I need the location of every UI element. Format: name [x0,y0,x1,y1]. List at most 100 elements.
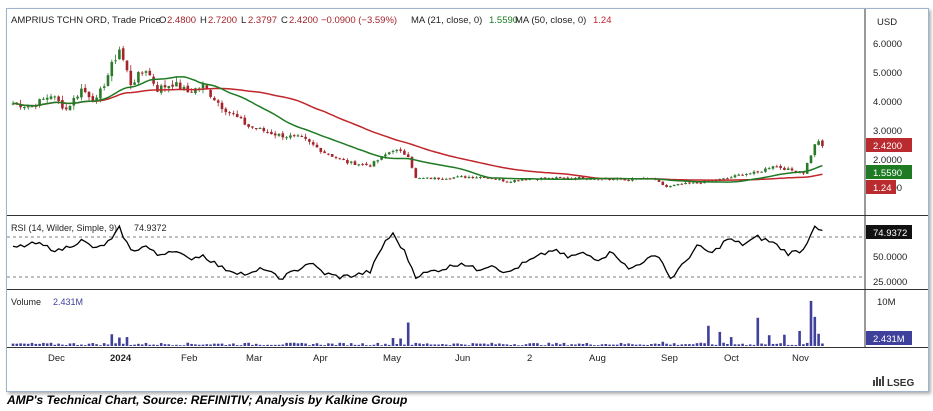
candle-body [809,155,813,163]
candle-body [224,108,228,113]
ma21-value: 1.5590 [489,15,518,26]
candle-body [23,106,26,109]
candle-body [106,75,110,87]
volume-badge-bg [866,331,912,345]
candle-body [68,105,72,111]
candle-body [346,159,349,164]
candle-body [410,157,414,168]
candle-body [387,152,391,155]
candle-body [722,178,725,180]
candle-body [30,106,34,108]
candle-body [87,91,91,98]
candle-body [581,176,585,179]
volume-bar [327,343,330,346]
volume-bar [509,344,513,346]
volume-bar [429,344,433,346]
volume-bar [148,344,152,346]
candle-body [243,117,247,125]
volume-bar [64,345,68,346]
candle-body [190,91,193,93]
candle-body [262,128,266,132]
candle-body [775,166,779,168]
volume-bar [315,343,319,346]
candle-body [805,162,809,174]
candle-body [277,133,281,136]
volume-bar [790,344,794,346]
x-tick: Mar [246,353,262,364]
volume-bar [380,345,383,346]
volume-bar [194,344,197,346]
candle-body [232,113,235,115]
candle-body [152,76,155,84]
candle-body [745,174,748,176]
volume-bar [479,343,482,346]
candle-body [118,49,121,60]
candle-body [270,131,273,135]
volume-bar [612,344,615,346]
volume-bar [513,344,516,346]
volume-bar [159,343,163,346]
candle-body [448,178,452,180]
ma50-badge: 1.24 [873,183,892,194]
volume-bar [23,343,26,346]
volume-tick: 10M [877,297,896,308]
volume-bar [57,343,60,346]
candle-body [42,98,45,100]
volume-bar [741,343,744,346]
volume-bar [254,343,258,346]
volume-bar [710,344,714,346]
candle-body [72,97,76,106]
x-tick: May [383,353,401,364]
volume-bar [467,345,471,346]
candle-body [547,177,551,179]
candle-body [201,84,205,89]
candle-body [631,178,634,181]
volume-bar [433,344,437,346]
volume-bar [456,343,459,346]
candle-body [509,181,513,183]
volume-bar [737,344,741,346]
volume-bar [125,337,129,346]
volume-bar [239,345,243,346]
x-tick: Oct [724,353,739,364]
volume-bar [19,343,22,346]
chart-canvas: AMPRIUS TCHN ORD, Trade Price O 2.4800 H… [7,9,928,389]
candlestick-series [11,45,824,188]
candle-body [786,168,790,170]
candle-body [688,182,691,184]
volume-bar [745,345,748,346]
candle-body [334,157,338,159]
price-tick: 2.0000 [873,155,902,166]
candle-body [422,177,425,179]
candle-body [783,167,786,170]
candle-body [817,141,820,145]
volume-bar [323,345,326,346]
volume-bar [201,344,205,346]
ma21-label: MA (21, close, 0) [411,15,482,26]
volume-bar [555,342,558,346]
volume-bar [414,342,418,346]
candle-body [433,177,437,180]
volume-bar [657,343,661,346]
volume-bar [353,344,357,346]
ma50-value: 1.24 [593,15,612,26]
price-axis: USD 6.0000 5.0000 4.0000 3.0000 2.0000 1… [866,17,912,194]
x-tick: Aug [589,353,606,364]
volume-bar [182,345,186,346]
open-value: 2.4800 [167,15,196,26]
volume-bar [49,342,53,346]
candle-body [114,60,117,62]
candle-body [258,128,262,130]
volume-bar [589,344,592,346]
volume-bar [729,337,733,346]
volume-bar [80,344,83,346]
candle-body [460,176,463,178]
volume-bar [384,343,387,346]
candle-body [680,183,684,185]
volume-bar [805,342,809,346]
candle-body [372,161,376,167]
volume-bar [34,343,38,346]
candle-body [555,177,558,179]
ma21-badge-bg [866,165,912,179]
candle-body [125,60,129,71]
